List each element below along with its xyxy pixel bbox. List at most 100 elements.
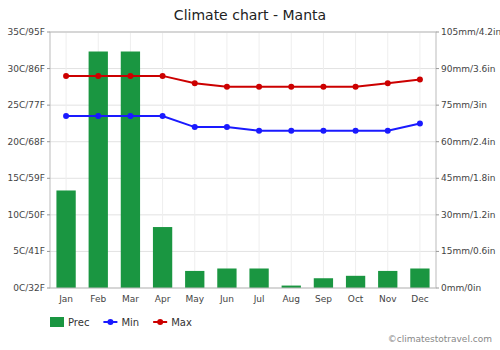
plot-frame	[50, 32, 436, 288]
y-tick-label: 5C/41F	[13, 246, 45, 256]
temp-point	[288, 84, 294, 90]
x-grid-line	[259, 32, 260, 288]
y2-tick-label: 15mm/0.6in	[441, 246, 496, 256]
y-grid-line	[50, 214, 436, 215]
x-tick-label: Dec	[411, 294, 428, 304]
axes: 0C/32F5C/41F10C/50F15C/59F20C/68F25C/77F…	[8, 27, 500, 304]
temp-point	[224, 124, 230, 130]
temp-point	[353, 84, 359, 90]
y2-tick-label: 0mm/0in	[441, 283, 481, 293]
precip-bar	[153, 227, 172, 288]
y-tick-label: 15C/59F	[8, 173, 45, 183]
x-grid-line	[194, 32, 195, 288]
y2-tick	[436, 141, 439, 142]
temp-point	[63, 113, 69, 119]
temp-point	[192, 124, 198, 130]
legend: Prec Min Max	[50, 317, 192, 328]
precip-bar	[378, 271, 397, 288]
y2-tick-label: 105mm/4.2in	[441, 27, 500, 37]
legend-label: Min	[121, 317, 139, 328]
temp-point	[288, 128, 294, 134]
temp-point	[385, 128, 391, 134]
x-tick-label: Sep	[315, 294, 332, 304]
y2-tick-label: 90mm/3.6in	[441, 64, 496, 74]
legend-item: Min	[103, 317, 139, 328]
grid	[50, 32, 436, 288]
y2-tick-label: 75mm/3in	[441, 100, 487, 110]
y2-tick	[436, 68, 439, 69]
temp-point	[160, 113, 166, 119]
y-tick	[47, 251, 50, 252]
y2-tick-label: 60mm/2.4in	[441, 137, 496, 147]
y-tick-label: 10C/50F	[8, 210, 45, 220]
x-grid-line	[355, 32, 356, 288]
x-tick-label: Jun	[219, 294, 234, 304]
x-tick-label: Nov	[379, 294, 397, 304]
temp-line	[66, 116, 420, 131]
temp-point	[224, 84, 230, 90]
legend-label: Prec	[68, 317, 89, 328]
y-tick	[47, 68, 50, 69]
y2-tick	[436, 251, 439, 252]
temp-point	[160, 73, 166, 79]
legend-label: Max	[171, 317, 192, 328]
y-tick	[47, 214, 50, 215]
y-tick-label: 20C/68F	[8, 137, 45, 147]
precip-bar	[346, 276, 365, 288]
y-grid-line	[50, 68, 436, 69]
x-tick-label: Jan	[58, 294, 73, 304]
temp-point	[256, 128, 262, 134]
y-tick	[47, 32, 50, 33]
temp-point	[417, 77, 423, 83]
x-tick-label: May	[185, 294, 204, 304]
precip-bar	[314, 278, 333, 288]
precip-bar	[121, 52, 140, 288]
y-tick	[47, 178, 50, 179]
x-grid-line	[419, 32, 420, 288]
chart: 0C/32F5C/41F10C/50F15C/59F20C/68F25C/77F…	[0, 0, 500, 350]
y2-tick	[436, 32, 439, 33]
y-grid-line	[50, 178, 436, 179]
temp-point	[320, 84, 326, 90]
precip-bar	[217, 268, 236, 288]
y2-tick	[436, 105, 439, 106]
precip-bar	[410, 268, 429, 288]
legend-item: Prec	[50, 317, 89, 328]
y-tick-label: 30C/86F	[8, 64, 45, 74]
y2-tick-label: 30mm/1.2in	[441, 210, 496, 220]
y2-tick	[436, 214, 439, 215]
temp-point	[192, 80, 198, 86]
x-grid-line	[323, 32, 324, 288]
x-tick-label: Oct	[348, 294, 364, 304]
legend-marker	[157, 319, 163, 325]
temp-point	[127, 73, 133, 79]
y-grid-line	[50, 251, 436, 252]
temp-point	[256, 84, 262, 90]
y-tick-label: 25C/77F	[8, 100, 45, 110]
y-tick	[47, 288, 50, 289]
x-tick-label: Feb	[90, 294, 106, 304]
temp-point	[127, 113, 133, 119]
legend-item: Max	[153, 317, 192, 328]
temp-point	[385, 80, 391, 86]
temp-line	[66, 76, 420, 87]
y2-tick-label: 45mm/1.8in	[441, 173, 496, 183]
title: Climate chart - Manta	[174, 7, 326, 23]
temp-point	[95, 73, 101, 79]
y-grid-line	[50, 105, 436, 106]
data	[56, 52, 429, 288]
legend-marker	[107, 319, 113, 325]
temp-point	[320, 128, 326, 134]
y-tick	[47, 105, 50, 106]
x-tick-label: Aug	[282, 294, 300, 304]
y-tick	[47, 141, 50, 142]
page: {"chart_data": {"type": "combo", "title"…	[0, 0, 500, 350]
x-tick-label: Apr	[155, 294, 171, 304]
temp-point	[95, 113, 101, 119]
y2-tick	[436, 288, 439, 289]
y-tick-label: 35C/95F	[8, 27, 45, 37]
precip-bar	[185, 271, 204, 288]
x-grid-line	[291, 32, 292, 288]
legend-swatch	[50, 317, 64, 327]
precip-bar	[56, 190, 75, 288]
